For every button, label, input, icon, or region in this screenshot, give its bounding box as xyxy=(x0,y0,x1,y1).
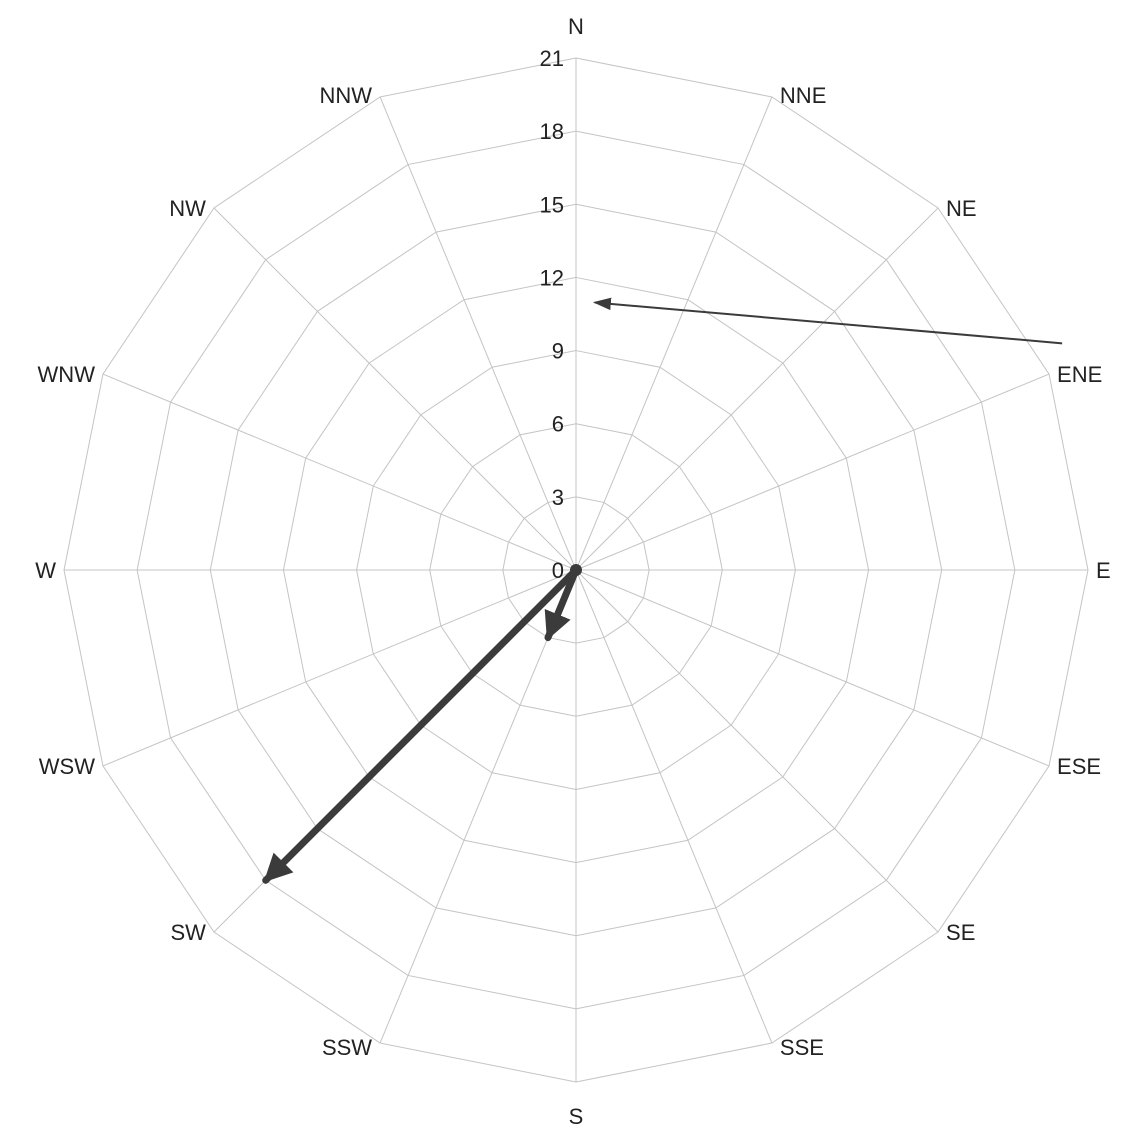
radial-tick-label: 18 xyxy=(540,119,564,144)
spoke-ene xyxy=(575,373,1050,571)
radial-tick-label: 3 xyxy=(552,485,564,510)
spoke-sse xyxy=(575,569,773,1044)
radial-tick-label: 12 xyxy=(540,265,564,290)
spoke-ssw xyxy=(379,569,577,1044)
spoke-wsw xyxy=(102,569,577,767)
direction-label-e: E xyxy=(1096,558,1111,583)
radial-tick-label: 15 xyxy=(540,192,564,217)
wind-vector xyxy=(262,566,580,884)
direction-label-ese: ESE xyxy=(1057,754,1101,779)
direction-label-ssw: SSW xyxy=(322,1035,372,1060)
radial-tick-labels: 0 3 6 9 12 15 18 21 xyxy=(540,46,564,583)
radial-tick-label: 6 xyxy=(552,412,564,437)
radial-tick-label: 9 xyxy=(552,339,564,364)
spoke-nne xyxy=(575,96,773,571)
spoke-ese xyxy=(575,569,1050,767)
direction-label-n: N xyxy=(568,14,584,39)
radial-tick-label: 21 xyxy=(540,46,564,71)
direction-label-nne: NNE xyxy=(780,83,826,108)
direction-label-s: S xyxy=(569,1104,584,1129)
spoke-se xyxy=(575,569,939,933)
center-hub xyxy=(570,564,582,576)
annotation-arrow xyxy=(592,297,1063,345)
wind-vector xyxy=(544,566,580,642)
spoke-nnw xyxy=(379,96,577,571)
direction-label-sw: SW xyxy=(171,920,207,945)
direction-label-nw: NW xyxy=(169,196,206,221)
spoke-nw xyxy=(213,207,577,571)
direction-label-w: W xyxy=(35,558,56,583)
direction-label-ene: ENE xyxy=(1057,362,1102,387)
wind-vectors xyxy=(262,297,1063,884)
spoke-ne xyxy=(575,207,939,571)
direction-label-se: SE xyxy=(946,920,975,945)
direction-labels: N NNE NE ENE E ESE SE SSE S SSW SW WSW W WNW NW NNW xyxy=(35,14,1110,1129)
direction-label-sse: SSE xyxy=(780,1035,824,1060)
direction-label-wnw: WNW xyxy=(38,362,96,387)
direction-label-nnw: NNW xyxy=(320,83,373,108)
radial-tick-label: 0 xyxy=(552,558,564,583)
direction-label-wsw: WSW xyxy=(39,754,95,779)
direction-label-ne: NE xyxy=(946,196,977,221)
spoke-wnw xyxy=(102,373,577,571)
